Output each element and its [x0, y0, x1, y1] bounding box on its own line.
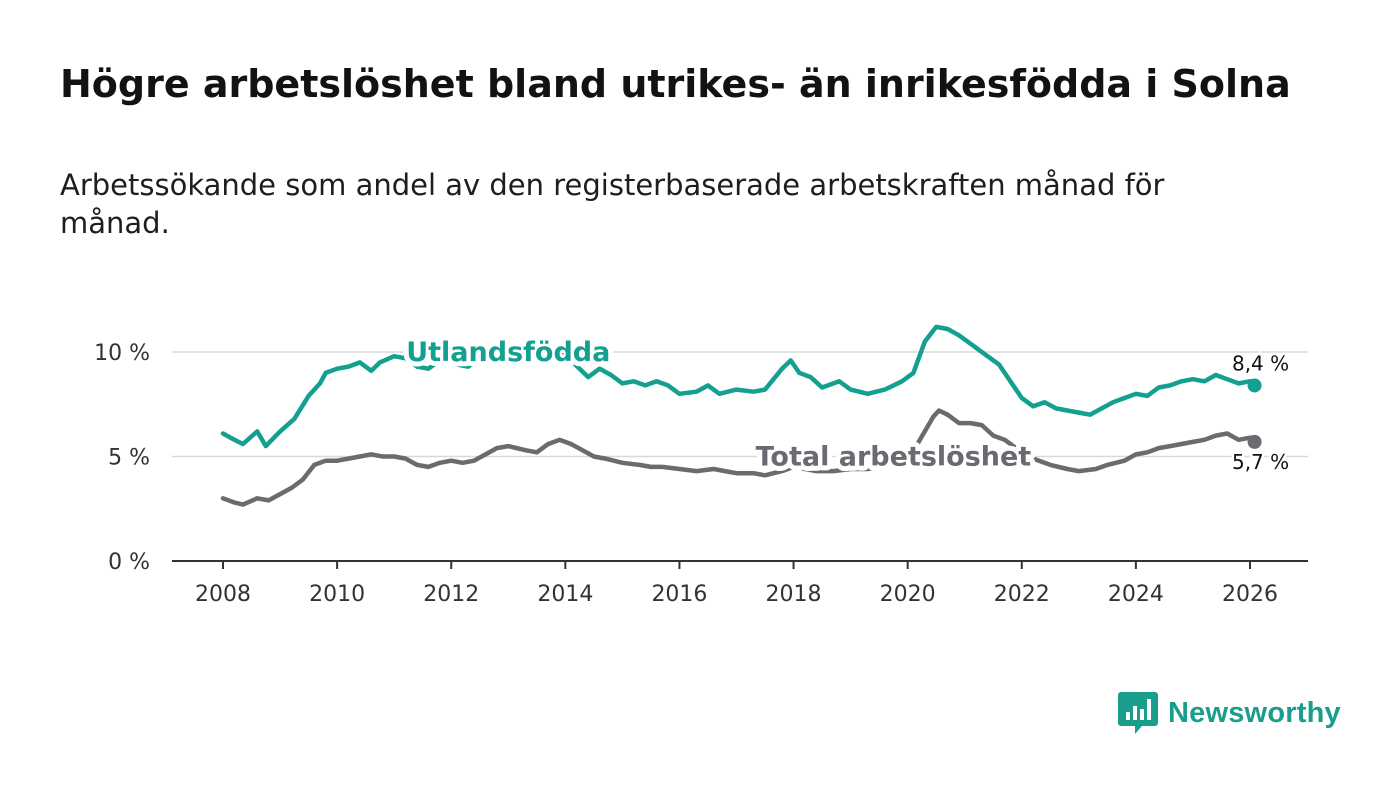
- page-subtitle: Arbetssökande som andel av den registerb…: [60, 168, 1165, 240]
- newsworthy-logo: Newsworthy: [1118, 690, 1341, 736]
- end-value-label-utlandsfodda: 8,4 %: [1232, 351, 1289, 375]
- x-tick-label: 2016: [651, 582, 707, 607]
- series-label-total: Total arbetslöshet: [756, 442, 1032, 473]
- series-end-point-total: [1247, 434, 1262, 449]
- x-tick-label: 2012: [423, 582, 479, 607]
- brand-name: Newsworthy: [1168, 696, 1341, 729]
- bar-chart-speech-bubble-icon: [1118, 692, 1158, 734]
- x-tick-label: 2026: [1222, 582, 1278, 607]
- x-tick-label: 2018: [766, 582, 822, 607]
- series-line-total: [220, 408, 1257, 507]
- y-tick-label: 10 %: [94, 341, 150, 366]
- series-label-utlandsfodda: Utlandsfödda: [406, 337, 610, 368]
- end-value-label-total: 5,7 %: [1232, 450, 1289, 474]
- y-tick-label: 0 %: [108, 550, 150, 575]
- x-tick-label: 2022: [994, 582, 1050, 607]
- series-line-utlandsfodda: [220, 324, 1257, 449]
- x-tick-label: 2024: [1108, 582, 1164, 607]
- x-tick-label: 2008: [195, 582, 251, 607]
- x-tick-label: 2010: [309, 582, 365, 607]
- x-tick-label: 2014: [537, 582, 593, 607]
- x-tick-label: 2020: [880, 582, 936, 607]
- series-end-point-utlandsfodda: [1247, 378, 1262, 393]
- y-tick-label: 5 %: [108, 446, 150, 471]
- page-title: Högre arbetslöshet bland utrikes- än inr…: [60, 62, 1291, 106]
